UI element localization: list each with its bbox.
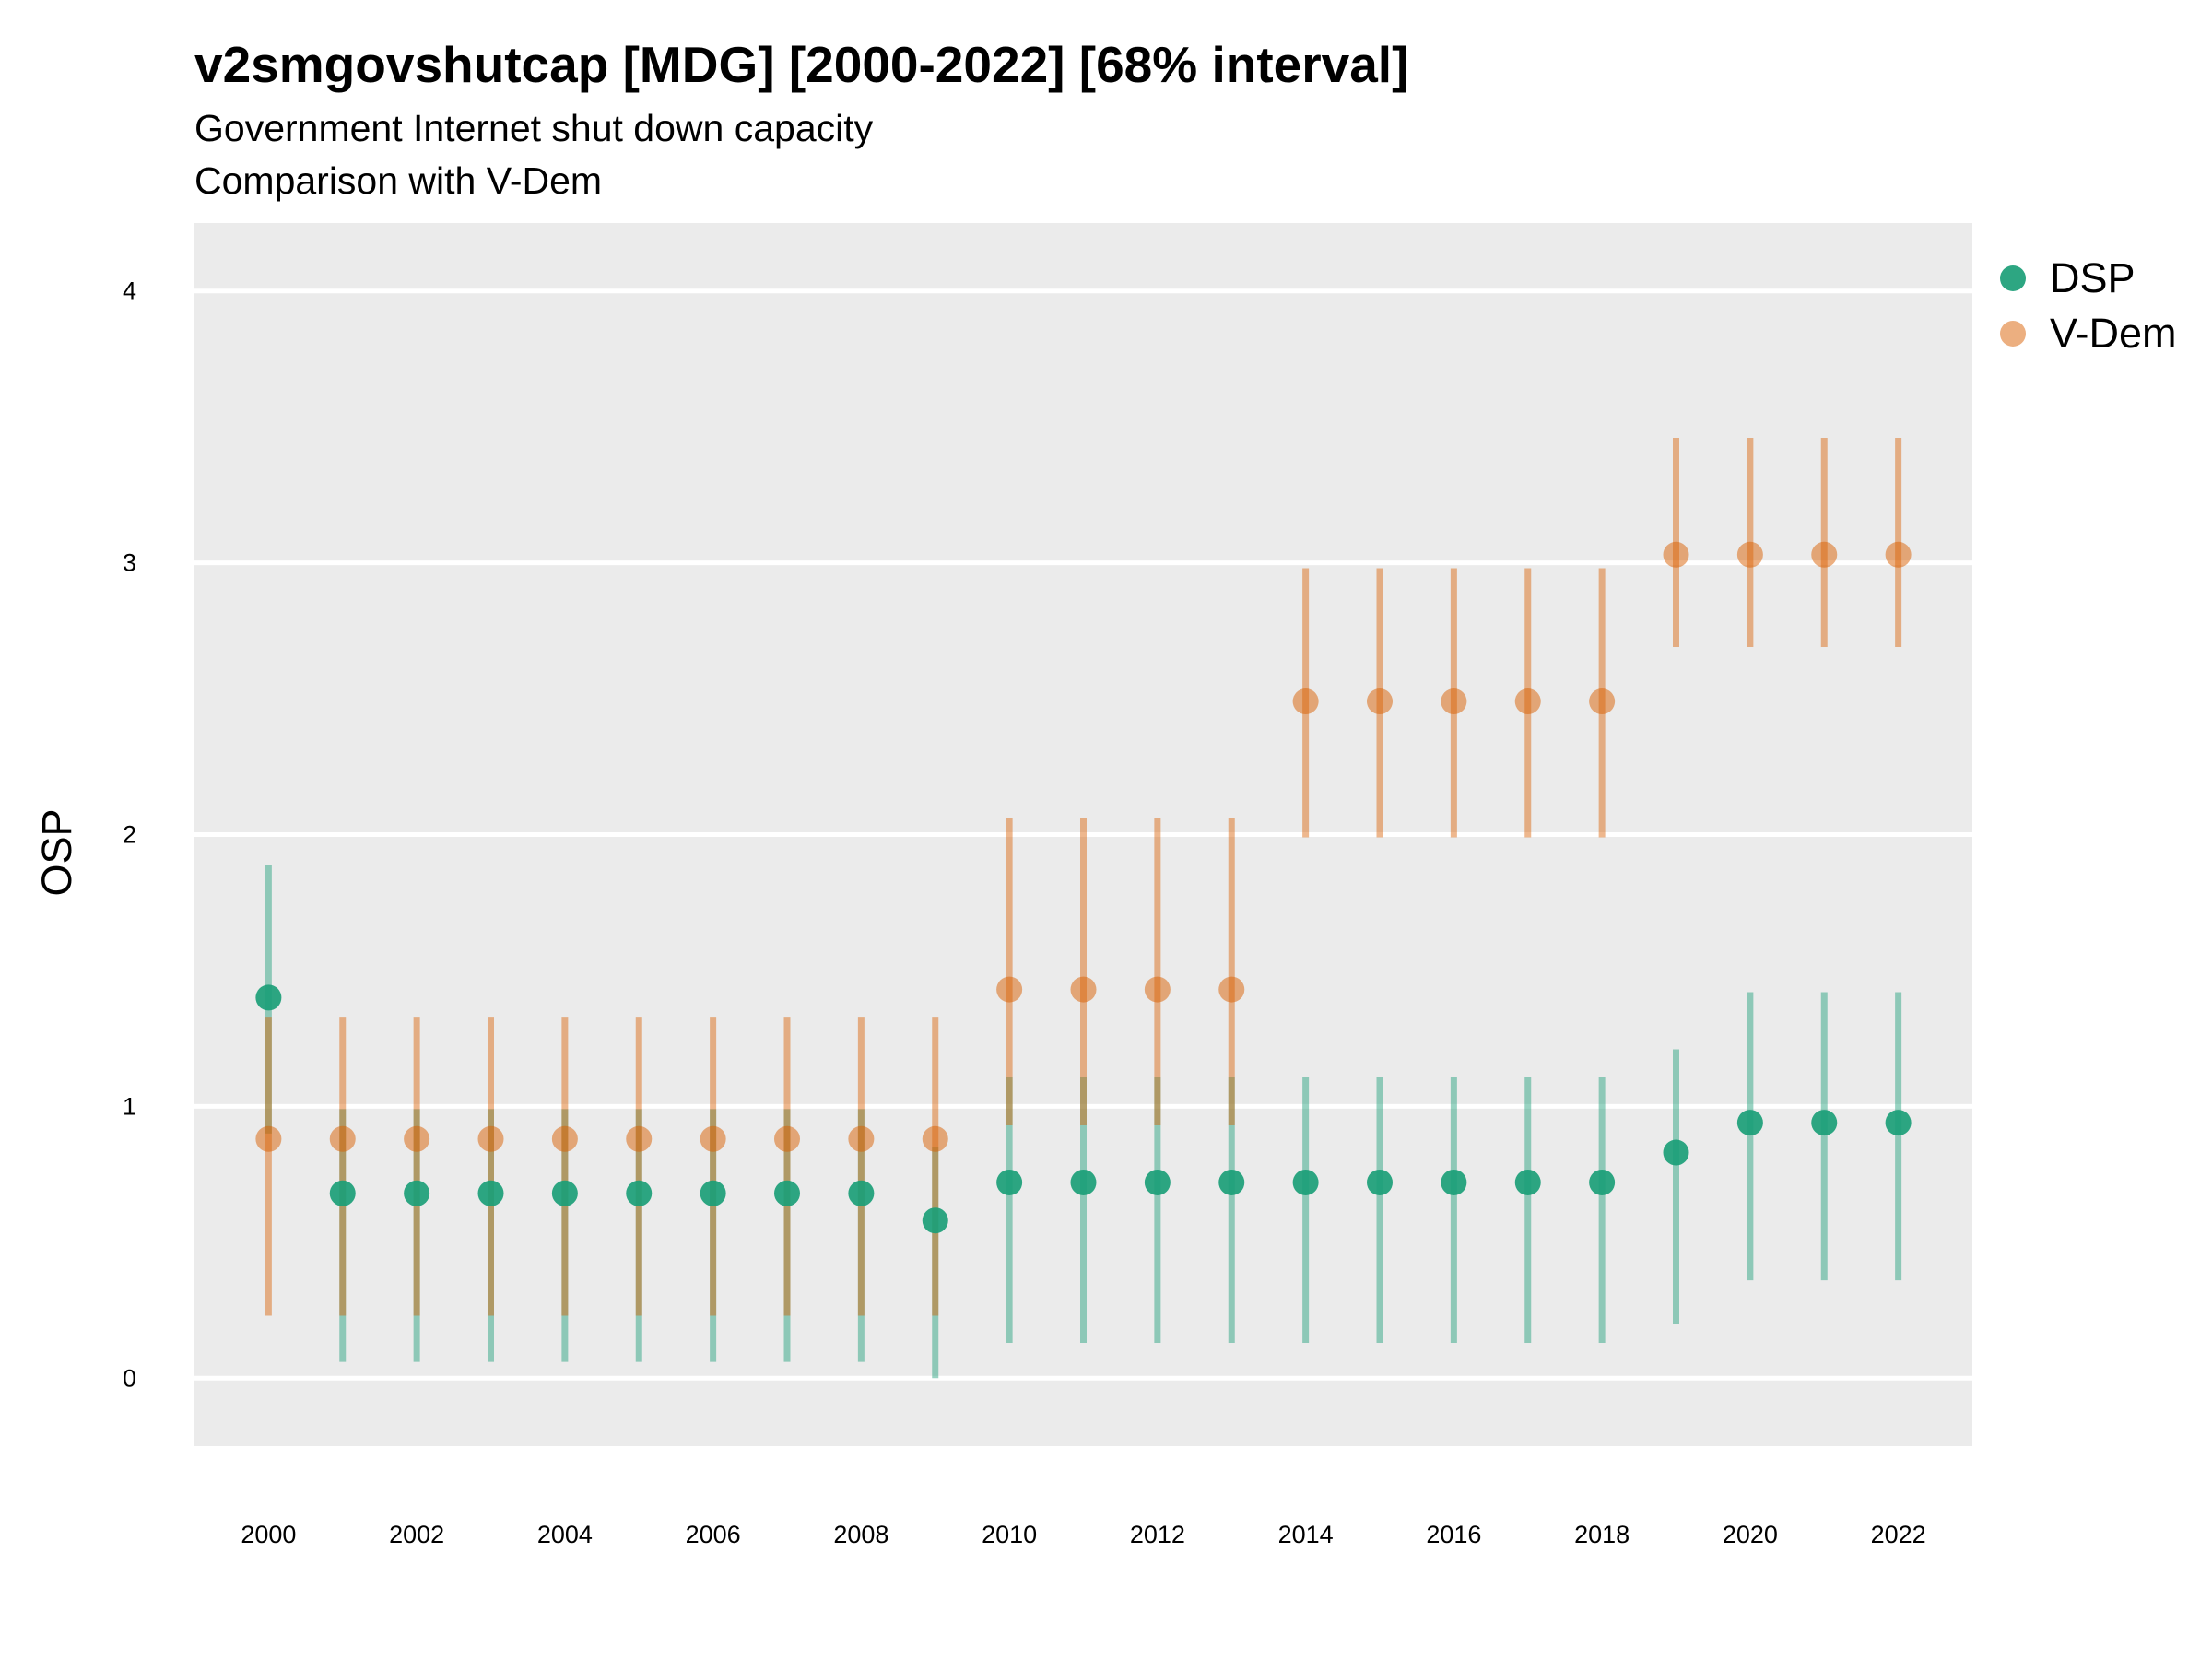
data-point <box>774 1180 800 1206</box>
data-point <box>774 1125 800 1152</box>
legend-item-vdem: V-Dem <box>2000 306 2177 361</box>
legend-key-dsp <box>2000 265 2026 291</box>
data-point <box>551 1180 578 1206</box>
series-dsp-points <box>255 984 1912 1234</box>
y-tick-label: 1 <box>123 1092 136 1120</box>
legend-item-dsp: DSP <box>2000 251 2177 306</box>
legend-label-dsp: DSP <box>2050 254 2136 301</box>
data-point <box>1367 688 1393 715</box>
x-axis-ticks: 2000 2002 2004 2006 2008 2010 2012 2014 2016 2018… <box>241 1521 1925 1548</box>
y-tick-label: 2 <box>123 821 136 849</box>
x-tick-label: 2020 <box>1723 1521 1778 1548</box>
chart-subtitle-line-1: Government Internet shut down capacity <box>194 107 874 149</box>
x-tick-label: 2006 <box>686 1521 741 1548</box>
data-point <box>1885 541 1912 568</box>
data-point <box>848 1180 875 1206</box>
data-point <box>1736 541 1763 568</box>
x-tick-label: 2018 <box>1574 1521 1630 1548</box>
data-point <box>329 1180 356 1206</box>
data-point <box>1736 1110 1763 1136</box>
data-point <box>1292 688 1319 715</box>
legend-label-vdem: V-Dem <box>2050 310 2177 357</box>
data-point <box>551 1125 578 1152</box>
data-point <box>1441 1169 1467 1195</box>
data-point <box>404 1180 430 1206</box>
data-point <box>1885 1110 1912 1136</box>
data-point <box>1070 976 1097 1003</box>
data-point <box>1589 688 1616 715</box>
data-point <box>255 1125 282 1152</box>
x-tick-label: 2010 <box>982 1521 1037 1548</box>
data-point <box>1144 976 1171 1003</box>
data-point <box>477 1180 504 1206</box>
data-point <box>1811 1110 1838 1136</box>
y-axis-ticks: 0 1 2 3 4 <box>123 277 136 1393</box>
data-point <box>700 1180 726 1206</box>
y-tick-label: 4 <box>123 277 136 305</box>
x-tick-label: 2022 <box>1871 1521 1926 1548</box>
x-tick-label: 2004 <box>537 1521 593 1548</box>
data-point <box>1811 541 1838 568</box>
data-point <box>1367 1169 1393 1195</box>
chart-subtitle-line-2: Comparison with V-Dem <box>194 159 603 202</box>
data-point <box>626 1125 653 1152</box>
data-point <box>1663 1139 1689 1166</box>
data-point <box>1441 688 1467 715</box>
gridlines <box>194 288 1972 1381</box>
series-v-dem-intervals <box>265 437 1902 1316</box>
data-point <box>996 976 1023 1003</box>
data-point <box>255 984 282 1011</box>
data-point <box>404 1125 430 1152</box>
x-tick-label: 2012 <box>1130 1521 1185 1548</box>
data-point <box>1514 1169 1541 1195</box>
data-point <box>1292 1169 1319 1195</box>
data-point <box>1589 1169 1616 1195</box>
data-point <box>1218 976 1245 1003</box>
data-point <box>922 1125 948 1152</box>
data-point <box>626 1180 653 1206</box>
legend: DSP V-Dem <box>2000 251 2177 361</box>
data-point <box>1218 1169 1245 1195</box>
data-point <box>1144 1169 1171 1195</box>
x-tick-label: 2016 <box>1426 1521 1481 1548</box>
data-point <box>996 1169 1023 1195</box>
x-tick-label: 2002 <box>389 1521 444 1548</box>
y-tick-label: 0 <box>123 1364 136 1392</box>
data-point <box>1070 1169 1097 1195</box>
data-point <box>922 1207 948 1234</box>
y-tick-label: 3 <box>123 549 136 577</box>
x-tick-label: 2008 <box>833 1521 888 1548</box>
data-point <box>329 1125 356 1152</box>
data-point <box>848 1125 875 1152</box>
data-point <box>700 1125 726 1152</box>
data-point <box>477 1125 504 1152</box>
data-point <box>1514 688 1541 715</box>
x-tick-label: 2014 <box>1278 1521 1334 1548</box>
data-point <box>1663 541 1689 568</box>
x-tick-label: 2000 <box>241 1521 296 1548</box>
series-layer <box>255 437 1912 1379</box>
chart-title: v2smgovshutcap [MDG] [2000-2022] [68% in… <box>194 36 1409 93</box>
legend-key-vdem <box>2000 321 2026 347</box>
series-v-dem-points <box>255 541 1912 1152</box>
